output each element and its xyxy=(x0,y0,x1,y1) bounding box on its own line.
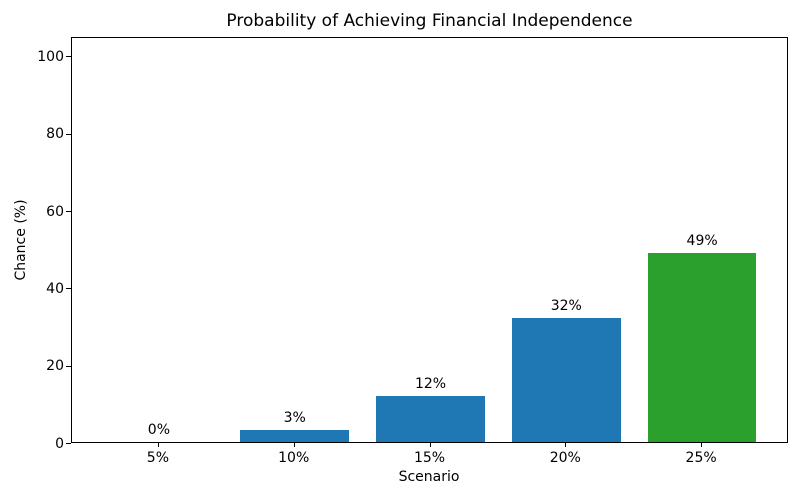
y-tick-label: 100 xyxy=(37,48,64,65)
x-tick-mark xyxy=(157,443,159,447)
x-tick-label: 20% xyxy=(549,450,581,466)
y-tick-label: 40 xyxy=(46,280,64,297)
bar-value-label: 32% xyxy=(550,298,582,315)
y-tick-mark xyxy=(66,133,71,135)
x-axis-label: Scenario xyxy=(398,469,460,485)
x-tick-label: 15% xyxy=(413,450,446,466)
bar xyxy=(240,430,349,442)
bar-value-label: 0% xyxy=(147,422,170,438)
x-tick-mark xyxy=(429,443,431,447)
y-tick-mark xyxy=(66,288,71,290)
chart-title: Probability of Achieving Financial Indep… xyxy=(226,11,633,31)
x-tick-mark xyxy=(293,443,295,447)
y-tick-label: 80 xyxy=(46,126,64,143)
y-tick-label: 60 xyxy=(46,203,64,220)
y-tick-label: 20 xyxy=(46,358,64,375)
bar xyxy=(647,252,757,442)
bar-value-label: 49% xyxy=(686,232,718,249)
bar xyxy=(376,395,485,442)
y-tick-mark xyxy=(66,443,71,444)
y-tick-label: 0 xyxy=(55,435,64,452)
x-tick-label: 10% xyxy=(278,450,310,466)
bar xyxy=(512,318,621,442)
x-tick-mark xyxy=(701,443,703,447)
y-tick-mark xyxy=(66,365,71,367)
bar-value-label: 12% xyxy=(414,375,447,392)
y-tick-mark xyxy=(66,56,71,58)
x-tick-label: 25% xyxy=(685,450,717,466)
x-tick-mark xyxy=(565,443,567,447)
x-tick-label: 5% xyxy=(146,450,169,466)
bar-value-label: 3% xyxy=(283,410,306,427)
plot-area: 0% 3% 12% 32% 49% xyxy=(71,37,788,443)
y-tick-mark xyxy=(66,211,71,212)
